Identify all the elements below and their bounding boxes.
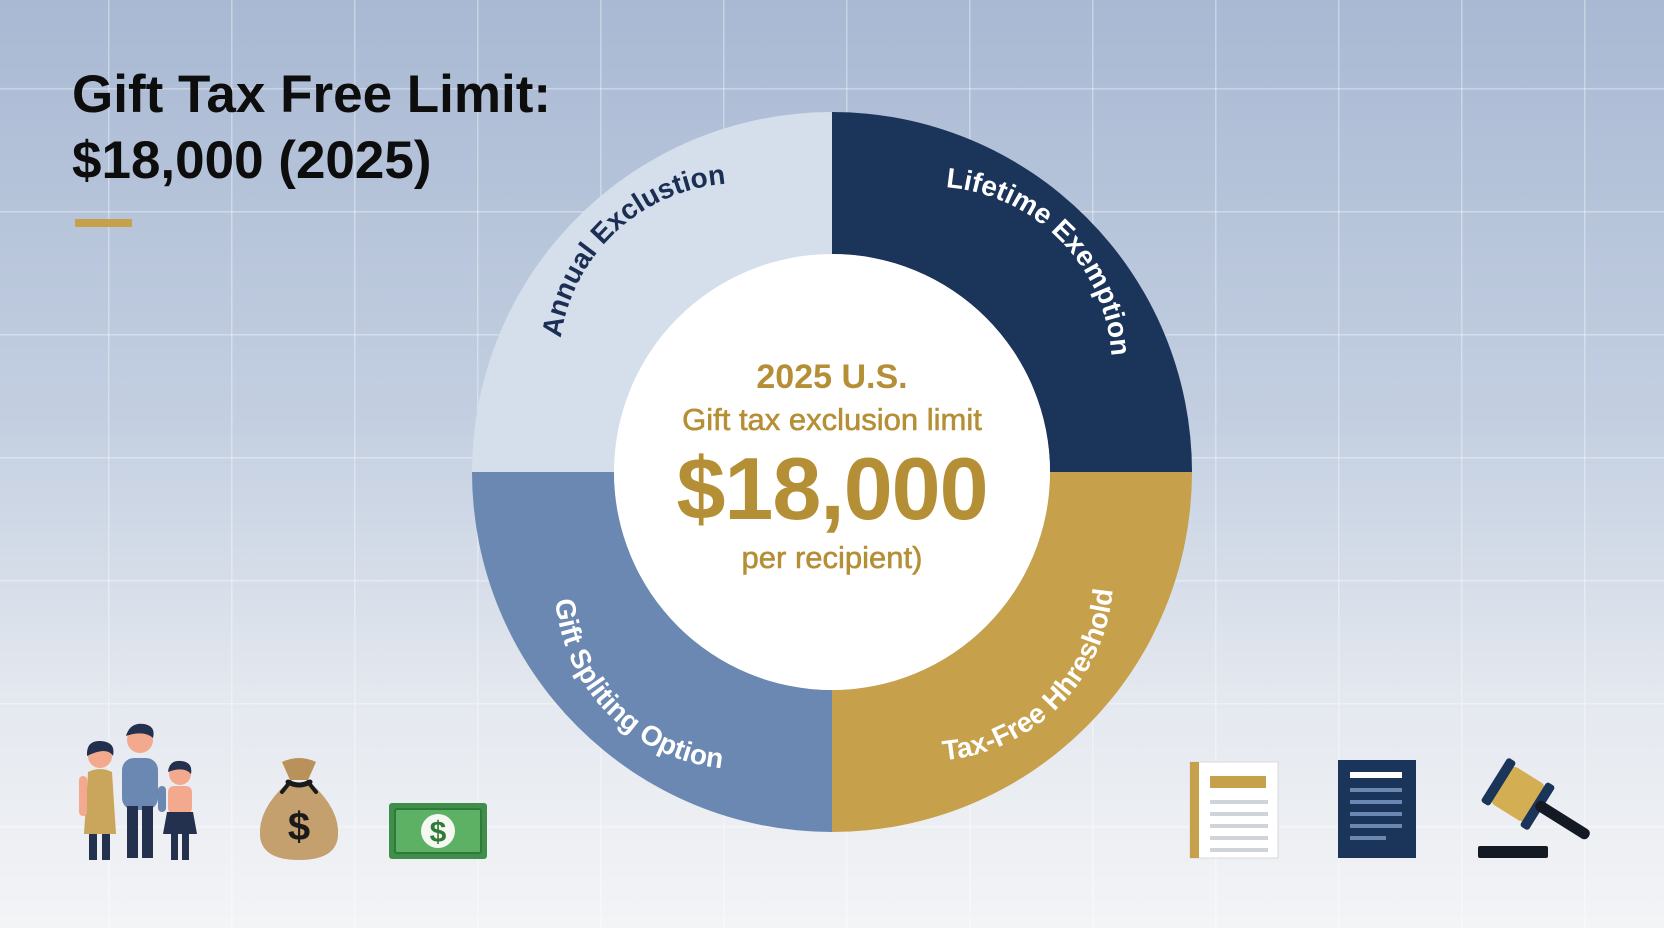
segment-annual-exclusion bbox=[472, 112, 832, 472]
page-title: Gift Tax Free Limit: $18,000 (2025) bbox=[72, 62, 551, 194]
document-icon bbox=[1189, 761, 1279, 859]
title-underline bbox=[75, 219, 132, 227]
donut-center bbox=[614, 254, 1050, 690]
gavel-icon bbox=[1478, 758, 1590, 858]
center-amount: $18,000 bbox=[676, 439, 988, 538]
center-description: Gift tax exclusion limit bbox=[682, 402, 982, 438]
segment-gift-splitting-option bbox=[472, 472, 832, 832]
report-icon bbox=[1338, 760, 1416, 858]
center-year-label: 2025 U.S. bbox=[756, 358, 908, 396]
segment-tax-free-threshold bbox=[832, 472, 1192, 832]
center-per-recipient: per recipient) bbox=[741, 540, 923, 576]
segment-lifetime-exemption bbox=[832, 112, 1192, 472]
money-bag-icon: $ bbox=[259, 758, 339, 860]
svg-text:$: $ bbox=[430, 816, 447, 849]
dollar-bill-icon: $ bbox=[389, 803, 487, 859]
center-summary: 2025 U.S. Gift tax exclusion limit $18,0… bbox=[612, 355, 1052, 579]
svg-text:$: $ bbox=[288, 805, 310, 849]
family-icon bbox=[79, 723, 197, 860]
title-line-1: Gift Tax Free Limit: bbox=[72, 65, 552, 124]
title-line-2: $18,000 (2025) bbox=[72, 131, 432, 190]
